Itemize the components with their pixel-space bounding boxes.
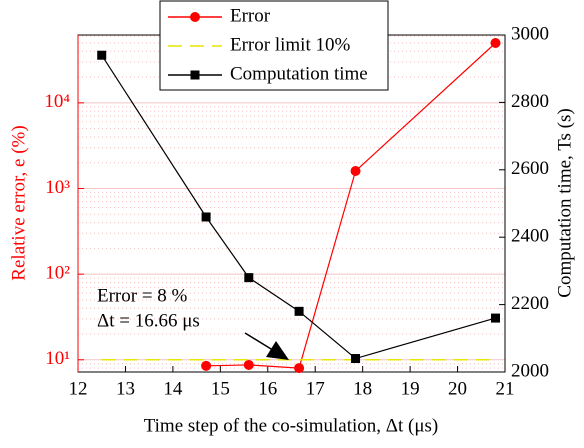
x-tick-label: 21 <box>496 378 515 399</box>
legend-marker <box>190 70 200 80</box>
legend-label: Error <box>230 5 271 26</box>
y-tick-label: 10⁴ <box>44 91 70 112</box>
legend-marker <box>190 12 200 22</box>
legend-label: Computation time <box>230 63 368 84</box>
marker <box>351 354 361 364</box>
annotation: Δt = 16.66 μs <box>97 310 200 331</box>
marker <box>350 166 361 177</box>
annotation: Error = 8 % <box>97 285 188 306</box>
annotation-arrowhead <box>266 341 289 360</box>
marker <box>294 306 304 316</box>
marker <box>490 38 501 49</box>
x-axis-label: Time step of the co-simulation, Δt (μs) <box>144 415 439 436</box>
y2-tick-label: 2200 <box>511 293 549 314</box>
x-tick-label: 12 <box>69 378 88 399</box>
marker <box>244 273 254 283</box>
y-axis-label: Relative error, e (%) <box>8 125 29 280</box>
y2-tick-label: 2000 <box>511 360 549 381</box>
legend-label: Error limit 10% <box>230 34 350 55</box>
x-tick-label: 16 <box>258 378 277 399</box>
y-tick-label: 10² <box>45 263 70 284</box>
marker <box>243 359 254 370</box>
y2-tick-label: 2400 <box>511 226 549 247</box>
marker <box>491 313 501 323</box>
y2-tick-label: 3000 <box>511 23 549 44</box>
annotation-arrow <box>244 332 277 353</box>
x-tick-label: 13 <box>116 378 135 399</box>
marker <box>201 212 211 222</box>
y2-tick-label: 2600 <box>511 158 549 179</box>
marker <box>294 363 305 374</box>
x-tick-label: 15 <box>211 378 230 399</box>
x-tick-label: 17 <box>306 378 325 399</box>
marker <box>201 360 212 371</box>
series-line <box>101 54 496 360</box>
y2-axis-label: Computation time, Ts (s) <box>554 108 575 297</box>
y2-tick-label: 2800 <box>511 91 549 112</box>
y-tick-label: 10³ <box>45 177 70 198</box>
x-tick-label: 18 <box>353 378 372 399</box>
x-tick-label: 19 <box>401 378 420 399</box>
x-tick-label: 20 <box>448 378 467 399</box>
y-tick-label: 10¹ <box>45 348 70 369</box>
x-tick-label: 14 <box>163 378 183 399</box>
marker <box>97 50 107 60</box>
